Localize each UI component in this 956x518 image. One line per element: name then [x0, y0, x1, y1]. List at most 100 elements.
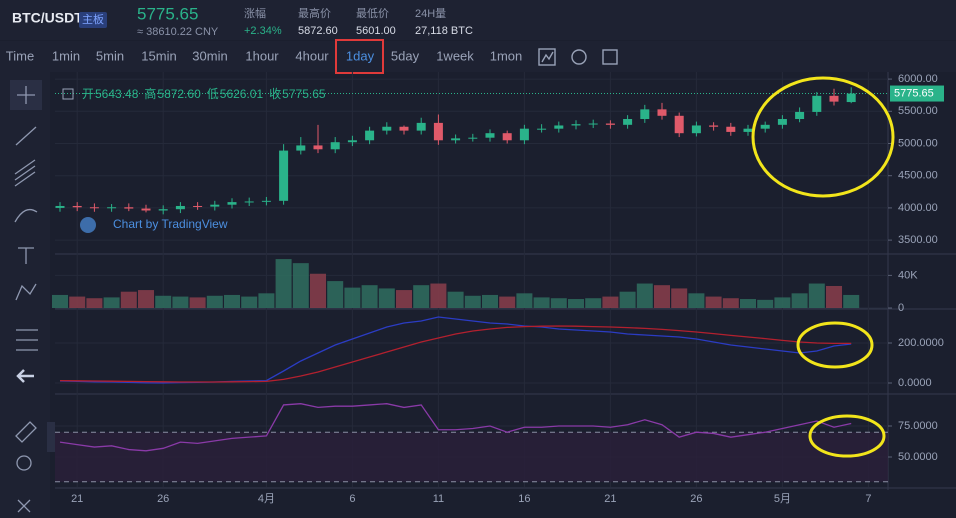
header-bar: [0, 0, 956, 40]
volume-bar: [688, 293, 705, 308]
interval-button[interactable]: 5min: [96, 48, 124, 63]
tool-text[interactable]: [18, 247, 34, 264]
candle-body: [571, 124, 581, 126]
indicator-line: [59, 325, 852, 383]
change: +2.34%: [244, 25, 282, 37]
volume-bar: [722, 298, 739, 308]
x-tick-label: 5月: [774, 493, 791, 505]
candle-body: [124, 207, 134, 209]
interval-button[interactable]: 30min: [192, 48, 227, 63]
volume-bar: [533, 297, 550, 308]
candle-body: [175, 205, 185, 210]
x-tick-label: 7: [865, 493, 871, 505]
candle-body: [846, 93, 856, 103]
tool-crosshair[interactable]: [17, 86, 35, 104]
volume-bar: [671, 288, 688, 308]
volume-bar: [52, 294, 68, 308]
candle-body: [468, 137, 478, 139]
interval-button[interactable]: Time: [6, 48, 34, 63]
icon-line: [541, 51, 554, 63]
interval-button[interactable]: 1mon: [490, 48, 523, 63]
icon-chart-type[interactable]: [538, 48, 556, 66]
volume-bar: [344, 287, 361, 308]
candle-body: [743, 128, 753, 132]
highlight-circle: [751, 76, 895, 198]
legend-toggle[interactable]: [62, 88, 74, 100]
volume-bar: [757, 299, 774, 308]
interval-button[interactable]: 1min: [52, 48, 80, 63]
candle-body: [795, 111, 805, 120]
highlight-circle: [796, 321, 874, 369]
volume-bar: [361, 285, 378, 308]
tool-zoom[interactable]: [16, 455, 32, 471]
candle-body: [72, 205, 82, 208]
candle-body: [330, 142, 340, 150]
tool-measure[interactable]: [16, 329, 38, 351]
candle-body: [279, 150, 289, 201]
rsi-band: [55, 432, 888, 482]
volume-bar: [826, 285, 842, 308]
candle-body: [485, 133, 495, 138]
tool-pattern[interactable]: [15, 283, 37, 301]
y-tick-label: 3500.00: [898, 234, 938, 246]
x-tick-label: 26: [690, 493, 702, 505]
volume-bar: [430, 283, 447, 308]
icon-settings[interactable]: [571, 49, 587, 65]
interval-button[interactable]: 1day: [346, 48, 375, 63]
candle-body: [55, 205, 65, 208]
y-tick-label: 0: [898, 302, 904, 314]
icon-screenshot[interactable]: [602, 49, 618, 65]
tool-back[interactable]: [16, 369, 34, 383]
volume-bar: [550, 298, 567, 308]
volume-bar: [464, 295, 481, 308]
candle-body: [691, 125, 701, 134]
tool-brush[interactable]: [14, 208, 38, 223]
volume-bar: [258, 293, 275, 308]
last-price-tag: [890, 85, 944, 102]
interval-button[interactable]: 1hour: [245, 48, 279, 63]
board-badge[interactable]: [79, 12, 107, 28]
interval-button[interactable]: 5day: [391, 48, 420, 63]
toolbar: [0, 41, 956, 72]
tool-ruler[interactable]: [15, 421, 37, 443]
volume-bar: [740, 299, 756, 308]
candle-body: [709, 125, 719, 127]
tool-trendline[interactable]: [15, 126, 37, 146]
annotations: [751, 76, 895, 458]
y-tick-label: 75.0000: [898, 420, 938, 432]
legend-value: 5626.01: [220, 87, 264, 101]
board[interactable]: 主板: [82, 12, 104, 26]
y-tick-label: 6000.00: [898, 73, 938, 85]
volume-bar: [396, 290, 412, 308]
pair: BTC/USDT: [12, 10, 83, 26]
sidebar-toggle[interactable]: [47, 422, 55, 452]
volume-bar: [120, 291, 137, 308]
watermark-logo: [80, 217, 96, 233]
legend-value: 5872.60: [157, 87, 201, 101]
candle-body: [674, 115, 684, 134]
volume-bar: [69, 296, 86, 308]
volume-bar: [705, 296, 722, 308]
change-label: 涨幅: [244, 7, 266, 20]
volume-bar: [241, 296, 258, 308]
volume-bar: [189, 297, 206, 308]
interval-button[interactable]: 1week: [436, 48, 474, 63]
interval-button[interactable]: 15min: [141, 48, 176, 63]
tool-remove[interactable]: [17, 499, 31, 513]
candle-body: [158, 209, 168, 211]
volume-bar: [636, 283, 653, 308]
candle-body: [416, 122, 426, 131]
legend-name: 高: [144, 86, 156, 101]
selected-interval-box: [335, 39, 384, 74]
y-tick-label: 0.0000: [898, 377, 932, 389]
candle-body: [141, 208, 151, 211]
plot: 21 26 4月 6 11 16 21 26 5月 7 3500.00 4000.00 4500.00 5…: [52, 72, 956, 518]
candle-body: [623, 119, 633, 125]
y-tick-label: 5500.00: [898, 105, 938, 117]
tool-fib[interactable]: [14, 159, 36, 187]
candle-body: [227, 202, 237, 205]
candle-body: [296, 145, 306, 151]
interval-button[interactable]: 4hour: [295, 48, 329, 63]
volume-bar: [224, 294, 240, 308]
